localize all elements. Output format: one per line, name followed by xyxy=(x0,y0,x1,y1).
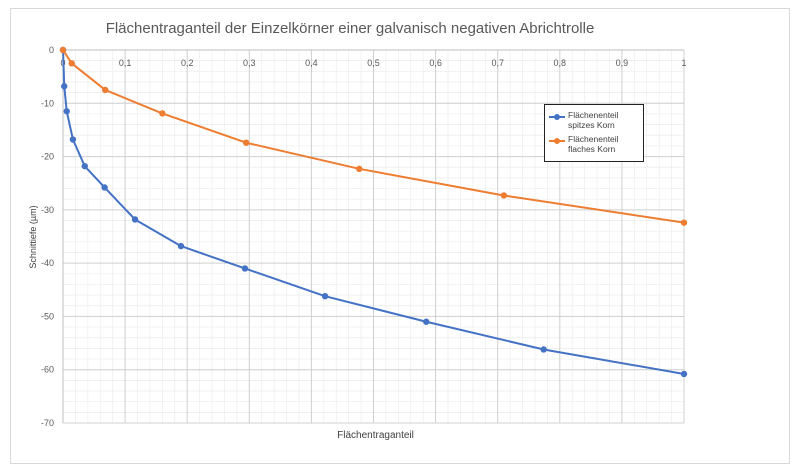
x-tick-label: 0,5 xyxy=(367,58,380,68)
y-tick-label: -20 xyxy=(41,152,54,162)
series-line-1 xyxy=(62,49,685,224)
data-point-series-1 xyxy=(242,139,250,146)
x-tick-label: 0,4 xyxy=(305,58,318,68)
x-tick-label: 1 xyxy=(681,58,686,68)
data-point-series-0 xyxy=(321,292,329,300)
legend-swatch-spitzes-korn xyxy=(549,112,565,122)
y-tick-label: -10 xyxy=(41,98,54,108)
data-point-series-1 xyxy=(68,60,75,67)
data-point-series-1 xyxy=(500,192,508,199)
data-point-series-1 xyxy=(680,219,688,226)
chart-frame xyxy=(10,8,790,464)
y-tick-label: -30 xyxy=(41,205,54,215)
x-tick-label: 0,6 xyxy=(429,58,442,68)
legend-item-spitzes-korn: Flächenenteil spitzes Korn xyxy=(549,110,639,130)
legend-item-flaches-korn: Flächenenteil flaches Korn xyxy=(549,134,639,154)
x-tick-label: 0,7 xyxy=(491,58,504,68)
data-point-series-0 xyxy=(131,216,139,223)
y-tick-label: -40 xyxy=(41,258,54,268)
legend-label-spitzes-korn: Flächenenteil spitzes Korn xyxy=(568,110,619,130)
y-tick-label: -60 xyxy=(41,365,54,375)
chart-legend: Flächenenteil spitzes Korn Flächenenteil… xyxy=(544,104,644,162)
data-point-series-0 xyxy=(63,108,70,115)
y-tick-label: -50 xyxy=(41,311,54,321)
data-point-series-0 xyxy=(680,370,688,378)
data-point-series-0 xyxy=(241,265,249,272)
y-tick-label: -70 xyxy=(41,418,54,428)
data-point-series-0 xyxy=(177,242,185,250)
data-point-series-0 xyxy=(101,184,108,191)
data-point-series-0 xyxy=(81,162,88,170)
chart-title: Flächentraganteil der Einzelkörner einer… xyxy=(105,20,595,37)
y-tick-label: 0 xyxy=(49,45,54,55)
data-point-series-0 xyxy=(540,346,547,353)
x-tick-label: 0,8 xyxy=(554,58,567,68)
data-point-series-0 xyxy=(423,318,430,325)
x-tick-label: 0,1 xyxy=(119,58,132,68)
data-point-series-0 xyxy=(69,136,77,143)
data-point-series-1 xyxy=(356,165,363,173)
data-point-series-1 xyxy=(159,110,166,117)
data-point-series-1 xyxy=(102,86,109,94)
x-tick-label: 0,2 xyxy=(181,58,194,68)
x-tick-label: 0,9 xyxy=(616,58,629,68)
legend-label-flaches-korn: Flächenenteil flaches Korn xyxy=(568,134,619,154)
y-axis-title: Schnittiefe (µm) xyxy=(28,205,38,268)
x-axis-title: Flächentraganteil xyxy=(337,430,414,441)
x-tick-label: 0,3 xyxy=(243,58,256,68)
data-point-series-0 xyxy=(61,83,68,90)
data-point-series-1 xyxy=(59,46,67,54)
legend-swatch-flaches-korn xyxy=(549,136,565,146)
